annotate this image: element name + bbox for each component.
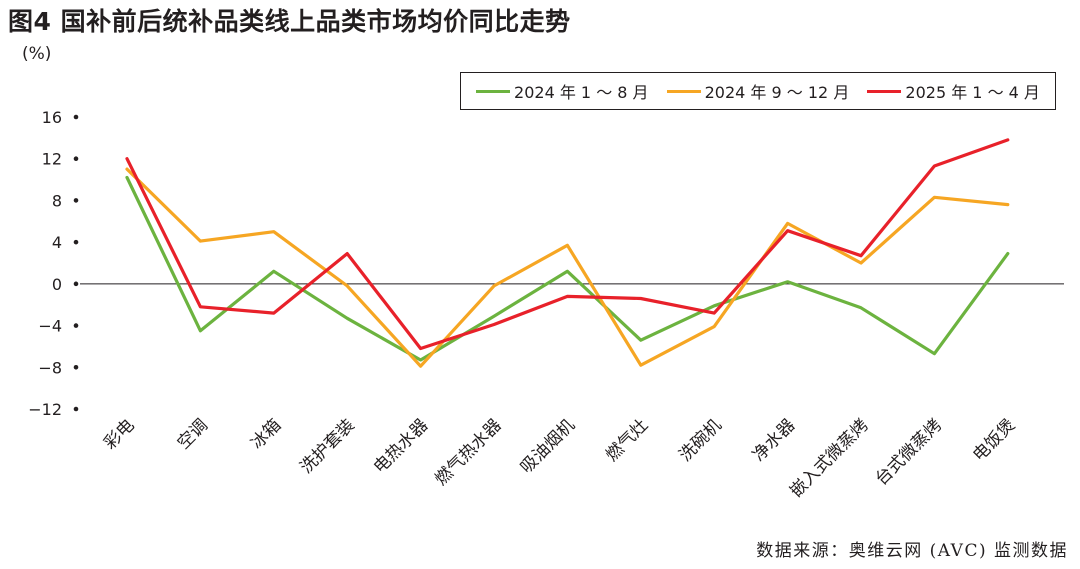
x-tick-label: 彩电 (100, 415, 138, 453)
x-tick-label: 净水器 (749, 415, 799, 465)
y-axis-unit-label: (%) (22, 44, 52, 64)
legend-label: 2024 年 1 ～ 8 月 (514, 83, 649, 102)
legend-swatch (867, 89, 902, 93)
y-tick-label: 8 (52, 191, 62, 210)
x-tick-label: 燃气灶 (602, 415, 652, 465)
y-tick-mark (73, 281, 79, 287)
x-tick-label: 嵌入式微蒸烤 (786, 415, 872, 501)
x-tick-label: 吸油烟机 (517, 415, 579, 477)
y-tick-label: −4 (38, 317, 62, 336)
legend-item: 2025 年 1 ～ 4 月 (867, 79, 1040, 103)
legend: 2024 年 1 ～ 8 月 2024 年 9 ～ 12 月 2025 年 1 ～ … (460, 72, 1056, 110)
x-tick-label: 空调 (174, 415, 212, 453)
y-tick-label: 0 (52, 275, 62, 294)
x-tick-label: 洗碗机 (676, 415, 726, 465)
y-tick-mark (73, 364, 79, 370)
legend-label: 2024 年 9 ～ 12 月 (704, 83, 850, 102)
x-tick-label: 燃气热水器 (431, 415, 505, 489)
y-tick-label: 4 (52, 233, 62, 252)
x-tick-label: 洗护套装 (297, 415, 359, 477)
legend-item: 2024 年 9 ～ 12 月 (666, 79, 850, 103)
source-note: 数据来源：奥维云网 (AVC) 监测数据 (756, 541, 1068, 561)
y-tick-mark (73, 323, 79, 328)
legend-swatch (666, 89, 701, 93)
chart-title: 图4 国补前后统补品类线上品类市场均价同比走势 (8, 7, 571, 36)
series-line-1 (125, 175, 1010, 362)
y-tick-label: 16 (42, 108, 62, 127)
y-tick-mark (73, 198, 79, 203)
x-tick-label: 台式微蒸烤 (872, 415, 946, 489)
series-line-3 (125, 138, 1010, 351)
y-tick-mark (73, 239, 79, 245)
y-tick-mark (73, 156, 79, 162)
series-line-2 (125, 167, 1010, 368)
x-tick-label: 电热水器 (370, 415, 432, 477)
x-tick-label: 冰箱 (247, 415, 285, 453)
y-tick-mark (73, 114, 79, 120)
y-tick-mark (73, 406, 79, 412)
legend-item: 2024 年 1 ～ 8 月 (476, 79, 649, 103)
legend-label: 2025 年 1 ～ 4 月 (905, 83, 1040, 102)
legend-swatch (476, 89, 511, 93)
y-tick-label: −8 (38, 358, 62, 377)
y-tick-label: 12 (42, 150, 62, 169)
x-tick-label: 电饭煲 (969, 415, 1019, 465)
y-tick-label: −12 (28, 400, 62, 419)
